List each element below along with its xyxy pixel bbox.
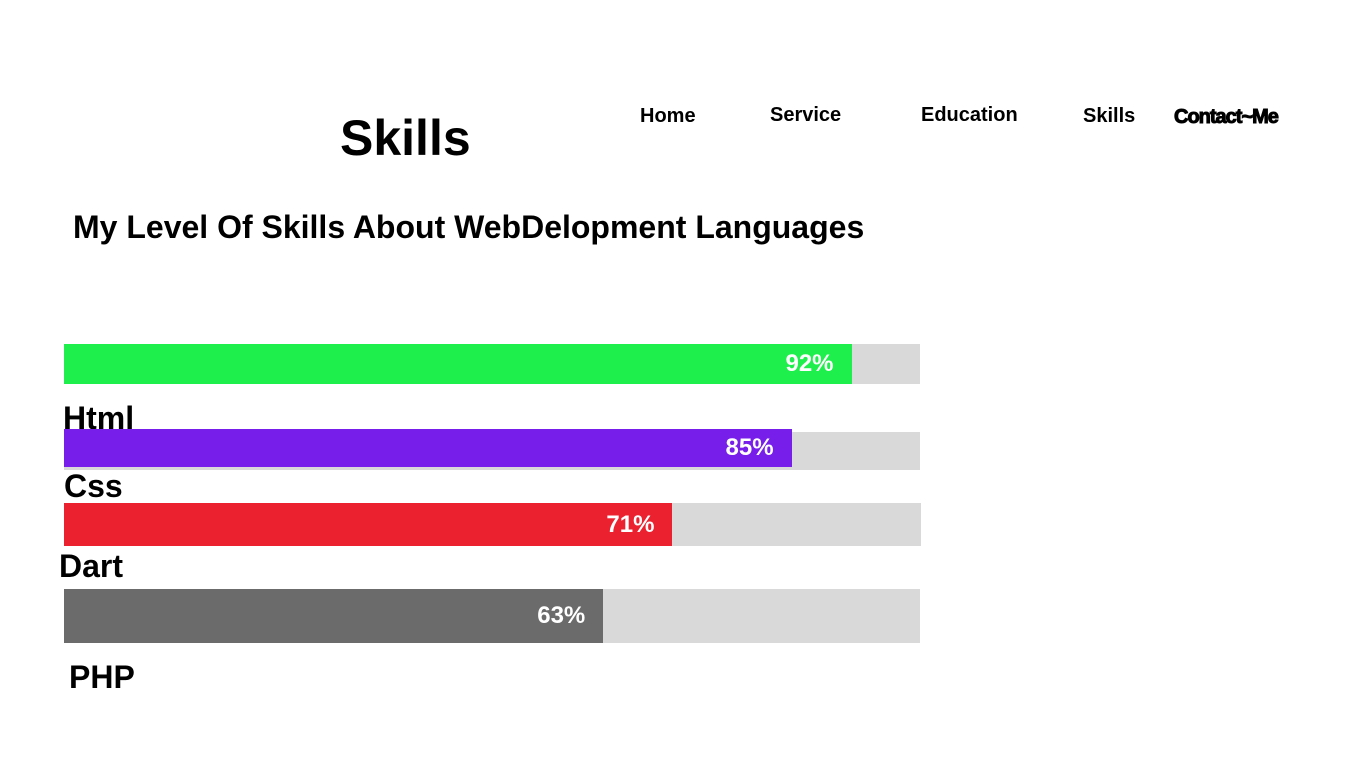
- skill-percent-label: 85%: [725, 434, 774, 461]
- skill-bar-fill: 71%: [64, 503, 673, 546]
- skill-bar-track: 71%: [64, 503, 921, 546]
- skill-name: Dart: [59, 548, 124, 584]
- nav-link-skills[interactable]: Skills: [1083, 105, 1136, 127]
- page-title: Skills: [340, 110, 471, 166]
- nav-link-home[interactable]: Home: [640, 105, 696, 127]
- skill-bar-fill: 63%: [64, 589, 604, 643]
- skill-bar-track: 92%: [64, 344, 920, 384]
- skill-bar-track: 63%: [64, 589, 920, 643]
- nav-link-service[interactable]: Service: [770, 104, 842, 126]
- skill-bar-fill: 92%: [64, 344, 852, 384]
- nav-link-education[interactable]: Education: [921, 104, 1018, 126]
- skill-percent-label: 63%: [537, 602, 586, 629]
- skill-bar-track: 85%: [64, 429, 920, 470]
- nav-link-contact-me[interactable]: Contact~Me: [1174, 106, 1280, 129]
- skill-name: Css: [64, 468, 123, 504]
- skills-subtitle: My Level Of Skills About WebDelopment La…: [73, 209, 865, 245]
- skill-percent-label: 92%: [785, 350, 834, 377]
- skill-percent-label: 71%: [606, 510, 655, 538]
- skill-name: PHP: [69, 659, 135, 695]
- skill-bar-fill: 85%: [64, 429, 792, 467]
